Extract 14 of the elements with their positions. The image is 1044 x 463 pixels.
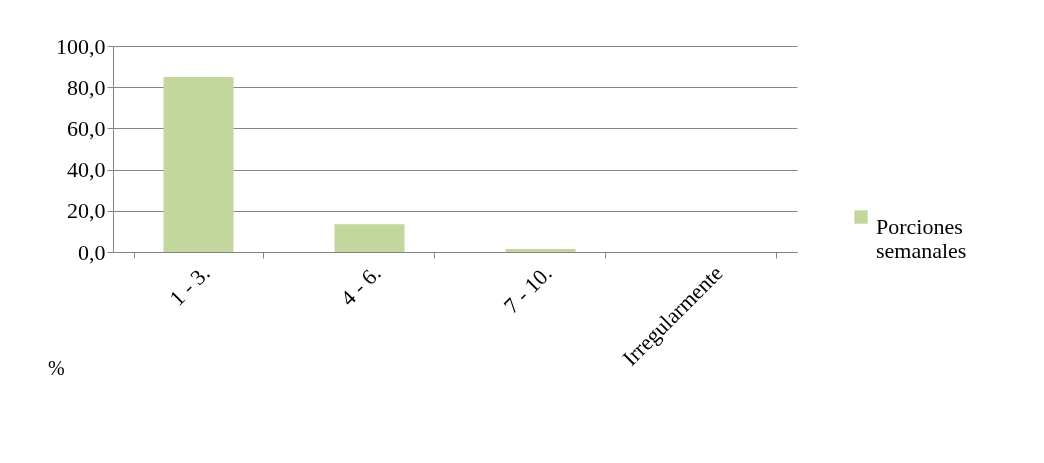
text: % bbox=[48, 357, 65, 380]
y-tick-label: 0,0 bbox=[78, 239, 106, 265]
bar bbox=[334, 224, 405, 252]
y-tick-label: 60,0 bbox=[67, 115, 106, 141]
y-tick-label: 100,0 bbox=[56, 33, 106, 59]
y-tick-label: 80,0 bbox=[67, 74, 106, 100]
y-tick-label: 40,0 bbox=[67, 157, 106, 183]
bar bbox=[163, 76, 234, 252]
x-tick-label: 1 - 3. bbox=[164, 260, 215, 311]
x-tick-label: 7 - 10. bbox=[498, 260, 557, 319]
bar bbox=[505, 248, 576, 252]
x-tick-label: 4 - 6. bbox=[335, 260, 386, 311]
y-tick-label: 20,0 bbox=[67, 198, 106, 224]
legend-label: Porciones semanales bbox=[876, 214, 967, 263]
